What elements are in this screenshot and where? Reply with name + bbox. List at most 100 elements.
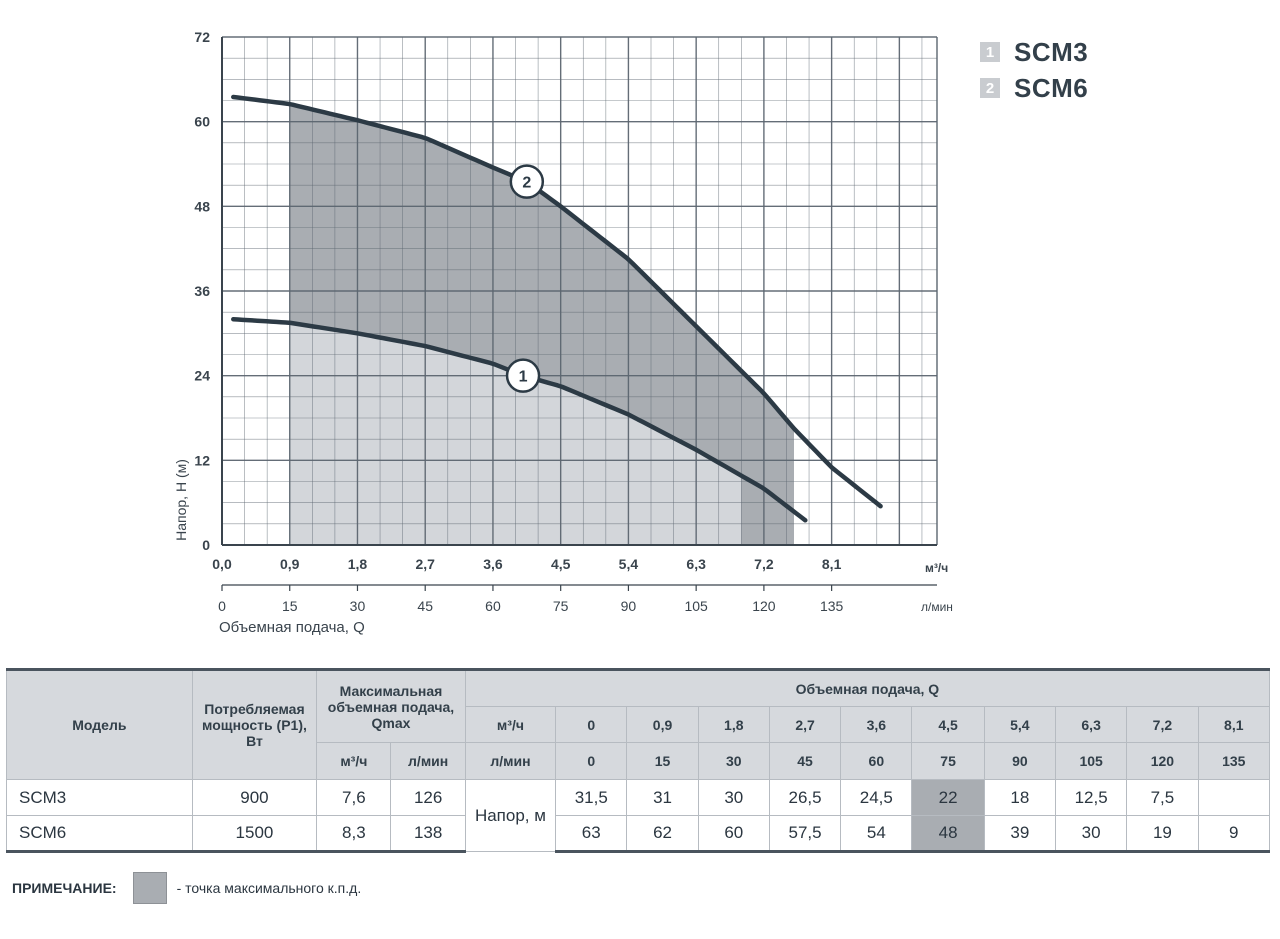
flow-m3h-value: 8,1 bbox=[1197, 706, 1271, 743]
header-qmax: Максимальная объемная подача, Qmax bbox=[316, 668, 466, 743]
head-value: 22 bbox=[911, 779, 985, 816]
note: ПРИМЕЧАНИЕ: - точка максимального к.п.д. bbox=[12, 872, 361, 904]
y-tick-label: 60 bbox=[194, 114, 210, 130]
flow-m3h-value: 2,7 bbox=[768, 706, 842, 743]
x-tick-label-m3h: 8,1 bbox=[822, 556, 842, 572]
flow-m3h-value: 1,8 bbox=[697, 706, 770, 743]
x-tick-label-m3h: 2,7 bbox=[415, 556, 435, 572]
x-tick-label-lmin: 75 bbox=[553, 598, 569, 614]
note-text: - точка максимального к.п.д. bbox=[176, 880, 362, 896]
head-value: 39 bbox=[983, 815, 1057, 853]
x-tick-label-m3h: 0,0 bbox=[212, 556, 232, 572]
model-name: SCM3 bbox=[6, 779, 193, 816]
qmax-lmin-value: 138 bbox=[390, 815, 466, 853]
chart-legend: 1 SCM3 2 SCM6 bbox=[980, 34, 1088, 106]
head-value bbox=[1197, 779, 1271, 816]
curve-marker-1: 1 bbox=[505, 358, 541, 393]
svg-text:1: 1 bbox=[519, 369, 528, 386]
flow-m3h-value: 3,6 bbox=[840, 706, 913, 743]
table-row-scm6: SCM6 1500 8,3 138 63 62 60 57,5 54 48 39 30 19 9 bbox=[6, 815, 1271, 853]
x-tick-label-m3h: 1,8 bbox=[348, 556, 368, 572]
head-value: 24,5 bbox=[840, 779, 913, 816]
header-power: Потребляемая мощность (P1), Вт bbox=[191, 668, 318, 780]
x-unit-lmin: л/мин bbox=[921, 600, 953, 614]
y-tick-label: 0 bbox=[202, 537, 210, 553]
head-value: 63 bbox=[555, 815, 628, 853]
table-row-scm3: SCM3 900 7,6 126 Напор, м 31,5 31 30 26,5 24,5 22 1… bbox=[6, 779, 1271, 852]
flow-m3h-value: 4,5 bbox=[911, 706, 985, 743]
head-label: Напор, м bbox=[464, 779, 557, 852]
note-highlight-swatch bbox=[132, 872, 167, 904]
head-value: 30 bbox=[697, 779, 770, 816]
y-tick-label: 12 bbox=[194, 452, 210, 468]
flow-lmin-value: 75 bbox=[911, 742, 985, 780]
qmax-m3h-value: 7,6 bbox=[316, 779, 392, 816]
head-value: 12,5 bbox=[1054, 779, 1128, 816]
x-tick-label-lmin: 105 bbox=[684, 598, 708, 614]
y-tick-label: 24 bbox=[194, 368, 210, 384]
header-model: Модель bbox=[6, 668, 193, 780]
y-tick-label: 36 bbox=[194, 283, 210, 299]
y-tick-label: 72 bbox=[194, 29, 210, 45]
power-value: 900 bbox=[191, 779, 318, 816]
flow-lmin-value: 135 bbox=[1197, 742, 1271, 780]
x-tick-label-m3h: 3,6 bbox=[483, 556, 503, 572]
x-tick-label-lmin: 15 bbox=[282, 598, 298, 614]
head-value: 30 bbox=[1054, 815, 1128, 853]
flow-lmin-value: 120 bbox=[1126, 742, 1199, 780]
chart-grid bbox=[221, 36, 938, 546]
head-value: 31 bbox=[626, 779, 699, 816]
flow-m3h-value: 5,4 bbox=[983, 706, 1057, 743]
specification-table: Модель Потребляемая мощность (P1), Вт Ма… bbox=[6, 668, 1271, 853]
x-tick-label-lmin: 90 bbox=[621, 598, 637, 614]
flow-lmin-value: 30 bbox=[697, 742, 770, 780]
qmax-lmin-value: 126 bbox=[390, 779, 466, 816]
header-qmax-lmin: л/мин bbox=[390, 742, 466, 780]
head-value: 9 bbox=[1197, 815, 1271, 853]
legend-marker-1: 1 bbox=[980, 42, 1000, 62]
flow-lmin-value: 15 bbox=[626, 742, 699, 780]
table-header-row-1: Модель Потребляемая мощность (P1), Вт Ма… bbox=[6, 668, 1271, 780]
flow-m3h-value: 6,3 bbox=[1054, 706, 1128, 743]
head-value: 18 bbox=[983, 779, 1057, 816]
x-tick-label-lmin: 45 bbox=[417, 598, 433, 614]
legend-item-scm3: 1 SCM3 bbox=[980, 34, 1088, 70]
table-header-row-m3h: м³/ч 0 0,9 1,8 2,7 3,6 4,5 5,4 6,3 7,2 8,1 bbox=[7, 706, 1271, 743]
head-value: 31,5 bbox=[555, 779, 628, 816]
x-tick-label-m3h: 4,5 bbox=[551, 556, 571, 572]
header-qmax-m3h: м³/ч bbox=[316, 742, 392, 780]
svg-text:2: 2 bbox=[522, 175, 531, 192]
power-value: 1500 bbox=[191, 815, 318, 853]
head-value: 57,5 bbox=[768, 815, 842, 853]
x-tick-label-m3h: 0,9 bbox=[280, 556, 300, 572]
head-value: 19 bbox=[1126, 815, 1199, 853]
x-tick-label-lmin: 135 bbox=[820, 598, 844, 614]
legend-item-scm6: 2 SCM6 bbox=[980, 70, 1088, 106]
flow-m3h-value: 0,9 bbox=[626, 706, 699, 743]
flow-m3h-value: 0 bbox=[555, 706, 628, 743]
head-value: 48 bbox=[911, 815, 985, 853]
head-value: 26,5 bbox=[768, 779, 842, 816]
x-unit-m3h: м³/ч bbox=[925, 561, 948, 575]
y-tick-label: 48 bbox=[194, 198, 210, 214]
legend-label-scm3: SCM3 bbox=[1014, 36, 1089, 67]
flow-m3h-value: 7,2 bbox=[1126, 706, 1199, 743]
flow-lmin-value: 90 bbox=[983, 742, 1057, 780]
flow-lmin-value: 105 bbox=[1054, 742, 1128, 780]
x-axis-label: Объемная подача, Q bbox=[219, 619, 365, 636]
model-name: SCM6 bbox=[6, 815, 193, 853]
head-value: 62 bbox=[626, 815, 699, 853]
curve-scm6 bbox=[231, 94, 883, 509]
flow-lmin-value: 0 bbox=[555, 742, 628, 780]
note-label: ПРИМЕЧАНИЕ: bbox=[12, 880, 117, 896]
flow-lmin-value: 45 bbox=[768, 742, 842, 780]
x-tick-label-lmin: 120 bbox=[752, 598, 776, 614]
flow-lmin-value: 60 bbox=[840, 742, 913, 780]
legend-label-scm6: SCM6 bbox=[1014, 72, 1089, 103]
x-tick-label-m3h: 6,3 bbox=[686, 556, 706, 572]
header-unit-lmin: л/мин bbox=[464, 742, 557, 780]
head-value: 7,5 bbox=[1126, 779, 1199, 816]
curve-marker-2: 2 bbox=[509, 164, 545, 199]
head-value: 60 bbox=[697, 815, 770, 853]
